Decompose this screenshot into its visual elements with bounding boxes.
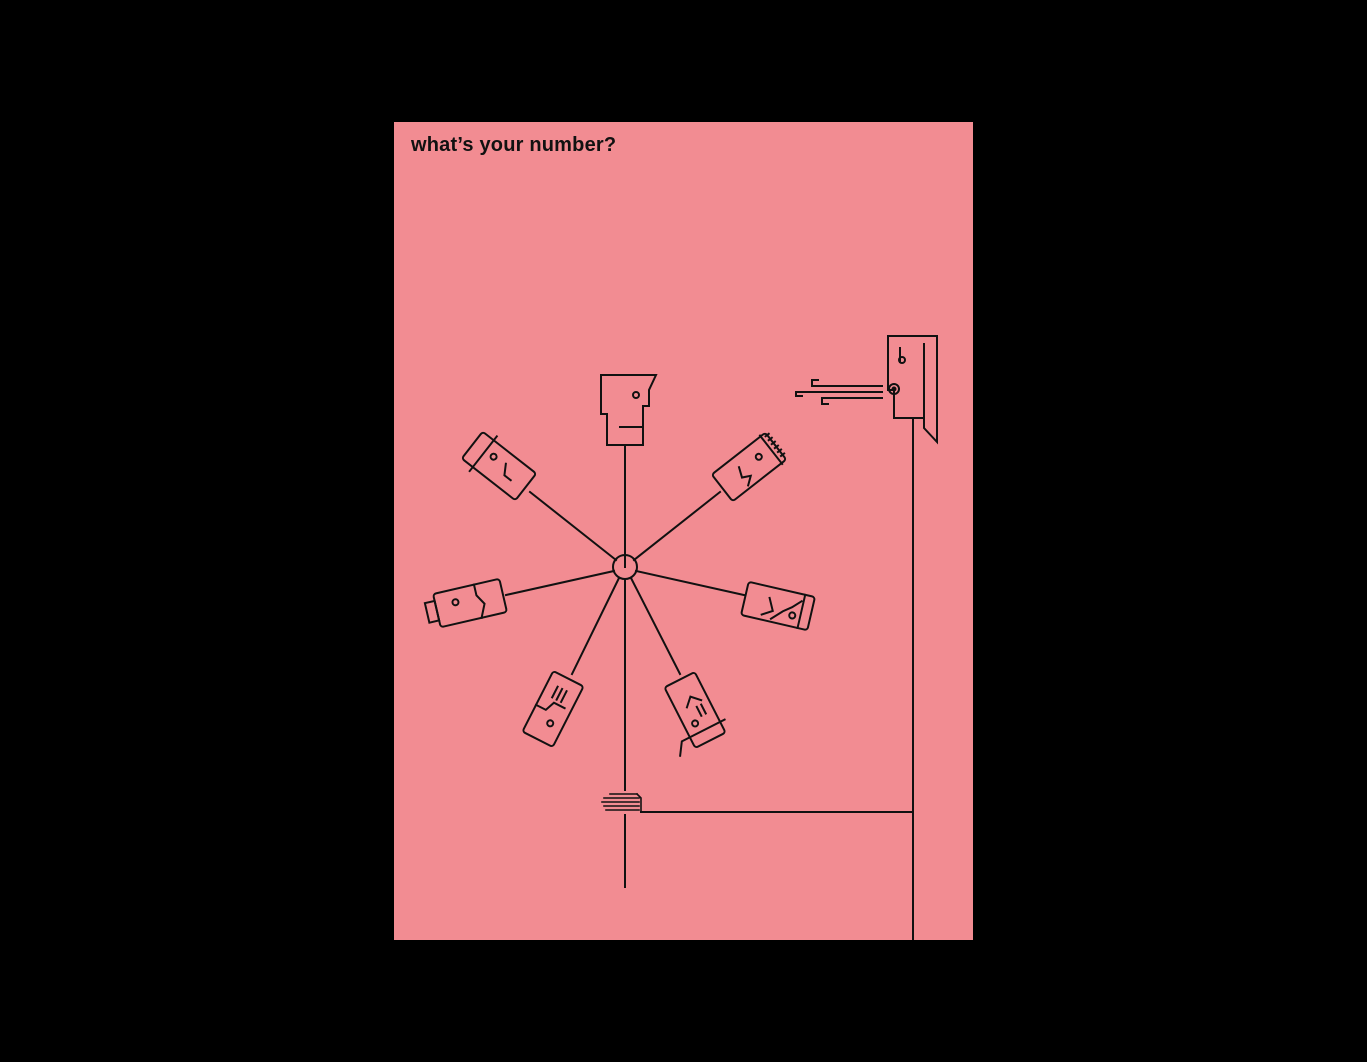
head-icon-lower-right — [664, 672, 726, 757]
poster: what’s your number? — [394, 122, 973, 940]
speaking-head-icon — [887, 335, 938, 445]
breath-lines-icon — [795, 379, 883, 405]
switch-junction-icon — [601, 792, 642, 813]
head-icon-upper-left — [461, 431, 537, 501]
head-icon-right — [740, 581, 816, 631]
poster-title: what’s your number? — [411, 134, 617, 156]
network-illustration — [423, 335, 938, 940]
hub-circle-icon — [612, 554, 638, 580]
head-icon-top — [600, 374, 658, 446]
head-icon-lower-left — [522, 671, 584, 747]
head-icon-upper-right — [711, 432, 787, 502]
head-icon-left — [423, 578, 508, 628]
spokes — [504, 444, 746, 888]
